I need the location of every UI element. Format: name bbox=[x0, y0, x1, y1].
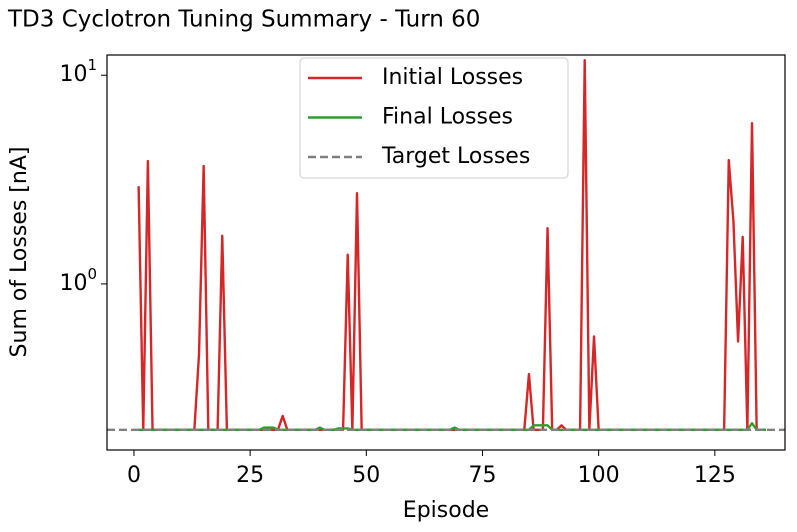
y-tick-exponent: 0 bbox=[87, 264, 97, 282]
legend-box bbox=[299, 57, 569, 179]
legend-label: Final Losses bbox=[382, 105, 513, 130]
x-tick-label: 100 bbox=[578, 463, 620, 488]
chart-title: TD3 Cyclotron Tuning Summary - Turn 60 bbox=[7, 7, 480, 33]
legend-label: Initial Losses bbox=[382, 65, 523, 90]
x-tick-label: 25 bbox=[236, 463, 264, 488]
legend-label: Target Losses bbox=[381, 144, 530, 169]
y-tick-base: 10 bbox=[59, 62, 87, 87]
y-tick-base: 10 bbox=[59, 271, 87, 296]
y-axis-label: Sum of Losses [nA] bbox=[7, 147, 32, 358]
x-axis-label: Episode bbox=[403, 498, 489, 523]
x-tick-label: 50 bbox=[352, 463, 380, 488]
x-tick-label: 75 bbox=[468, 463, 496, 488]
x-tick-label: 0 bbox=[127, 463, 141, 488]
y-tick-exponent: 1 bbox=[87, 56, 97, 74]
plot-frame bbox=[106, 54, 786, 451]
x-tick-label: 125 bbox=[694, 463, 736, 488]
y-tick-label: 101 bbox=[59, 56, 97, 88]
y-tick-label: 100 bbox=[59, 264, 97, 296]
